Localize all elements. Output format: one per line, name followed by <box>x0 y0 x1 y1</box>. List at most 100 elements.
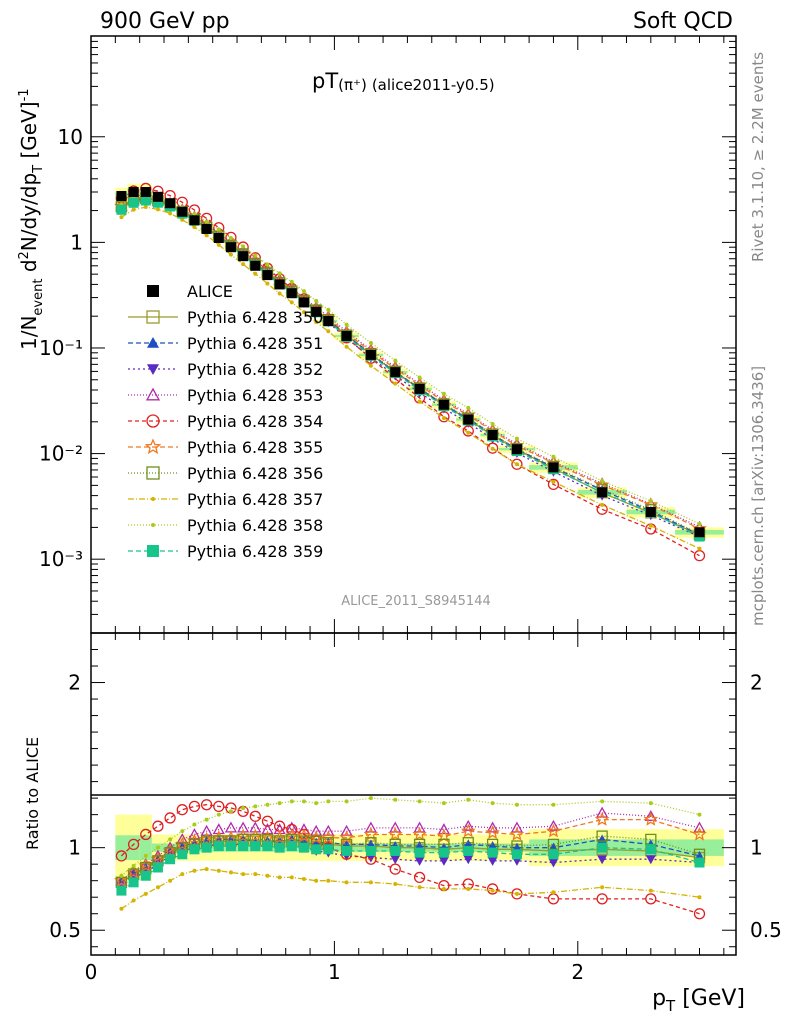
alice-data-point <box>286 288 297 299</box>
series-354-ratio-point <box>127 838 140 851</box>
series-359-ratio-point <box>128 877 139 888</box>
rivet-version-label: Rivet 3.1.10, ≥ 2.2M events <box>749 52 767 262</box>
alice-data-point <box>128 186 139 197</box>
series-357-ratio-point <box>216 868 221 873</box>
x-axis-label: pT [GeV] <box>652 986 745 1015</box>
series-355-ratio-point <box>692 826 707 841</box>
series-359-ratio-point <box>311 844 322 855</box>
alice-data-point <box>189 215 200 226</box>
series-358-ratio-point <box>368 796 373 801</box>
series-357-point <box>216 242 221 247</box>
series-359-point <box>116 204 127 215</box>
series-357-ratio-point <box>168 878 173 883</box>
series-353-ratio-point <box>389 821 402 833</box>
series-357-point <box>265 281 270 286</box>
ratio-band-inner <box>127 835 140 861</box>
bottom-y-tick-label-left: 2 <box>68 671 81 695</box>
series-359-ratio-point <box>645 844 656 855</box>
series-354-ratio-point <box>140 828 152 841</box>
alice-data-point <box>140 186 151 197</box>
series-353-ratio-point <box>510 821 524 833</box>
series-358-ratio-point <box>253 804 258 809</box>
series-359-ratio-point <box>511 849 522 860</box>
plot-title-particle: (π⁺) <box>338 76 367 94</box>
header-right: Soft QCD <box>633 9 733 34</box>
series-359-ratio-point <box>238 841 249 852</box>
alice-data-point <box>548 462 559 473</box>
legend-series-354-marker <box>146 414 160 428</box>
legend-series-357-marker <box>151 497 155 501</box>
series-354-ratio-point <box>693 908 706 920</box>
legend-alice-marker <box>147 285 159 297</box>
series-359-ratio-point <box>189 844 200 855</box>
series-359-ratio-point <box>116 885 127 896</box>
series-358-ratio-point <box>314 801 319 806</box>
alice-data-point <box>694 527 705 538</box>
series-358-point <box>289 279 294 284</box>
series-355-ratio-point <box>509 826 525 841</box>
series-353-ratio-point <box>237 821 250 833</box>
alice-data-point <box>597 487 608 498</box>
series-358-point <box>600 478 605 483</box>
series-357-ratio-line <box>121 868 700 910</box>
series-352-ratio-point <box>463 855 474 865</box>
series-359-ratio-point <box>463 845 474 856</box>
bottom-y-tick-label-right: 2 <box>750 671 763 695</box>
series-357-ratio-point <box>289 875 294 880</box>
series-358-point <box>265 262 270 267</box>
series-354-ratio-point <box>596 893 608 905</box>
series-359-ratio-point <box>694 857 705 868</box>
bottom-panel-y-ticks: 0.5 0.5 1 1 2 2 <box>49 632 782 948</box>
alice-data-point <box>463 414 474 425</box>
series-359-ratio-point <box>438 847 449 858</box>
series-358-point <box>490 422 495 427</box>
series-359-ratio-point <box>548 849 559 860</box>
alice-data-point <box>165 198 176 209</box>
series-357-point <box>648 523 653 528</box>
series-353-ratio-point <box>596 806 609 818</box>
alice-data-point <box>323 316 334 327</box>
series-354-ratio-line <box>120 804 700 915</box>
series-352-ratio-point <box>645 855 656 865</box>
series-357-point <box>314 320 319 325</box>
series-354-ratio-point <box>645 893 657 905</box>
series-354-point <box>547 478 560 491</box>
series-358-point <box>648 499 653 504</box>
plot-title-ref: (alice2011-y0.5) <box>372 76 495 94</box>
series-358-ratio-point <box>466 797 471 802</box>
alice-data-point <box>201 223 212 234</box>
series-357-point <box>441 415 446 420</box>
legend-series-355-marker <box>144 438 162 455</box>
series-358-point <box>417 375 422 380</box>
series-359-ratio-point <box>165 854 176 865</box>
legend-series-356-label: Pythia 6.428 356 <box>187 464 323 483</box>
series-357-ratio-point <box>253 872 258 877</box>
series-357-point <box>131 207 136 212</box>
series-355-ratio-point <box>594 811 610 826</box>
top-panel-series-layer <box>114 182 707 562</box>
series-357-ratio-point <box>241 872 246 877</box>
series-357-ratio-point <box>600 885 605 890</box>
series-353-ratio-point <box>364 821 378 833</box>
series-357-ratio-point <box>143 891 148 896</box>
alice-data-point <box>298 297 309 308</box>
series-357-point <box>228 252 233 257</box>
series-358-ratio-point <box>155 845 160 850</box>
series-353-ratio-point <box>547 819 560 831</box>
series-358-ratio-point <box>344 799 349 804</box>
series-359-ratio-point <box>365 845 376 856</box>
series-357-point <box>192 225 197 230</box>
series-352-ratio-point <box>438 856 449 866</box>
series-358-point <box>192 212 197 217</box>
series-358-point <box>314 298 319 303</box>
series-357-point <box>368 363 373 368</box>
series-354-ratio-point <box>188 800 201 813</box>
series-355-ratio-point <box>339 830 354 844</box>
series-355-ratio-point <box>546 823 561 838</box>
series-357-point <box>301 310 306 315</box>
series-355-ratio-point <box>485 825 500 840</box>
series-354-ratio-point <box>152 820 164 832</box>
legend-series-359-label: Pythia 6.428 359 <box>187 542 323 561</box>
series-358-point <box>368 340 373 345</box>
series-352-ratio-point <box>390 855 401 865</box>
